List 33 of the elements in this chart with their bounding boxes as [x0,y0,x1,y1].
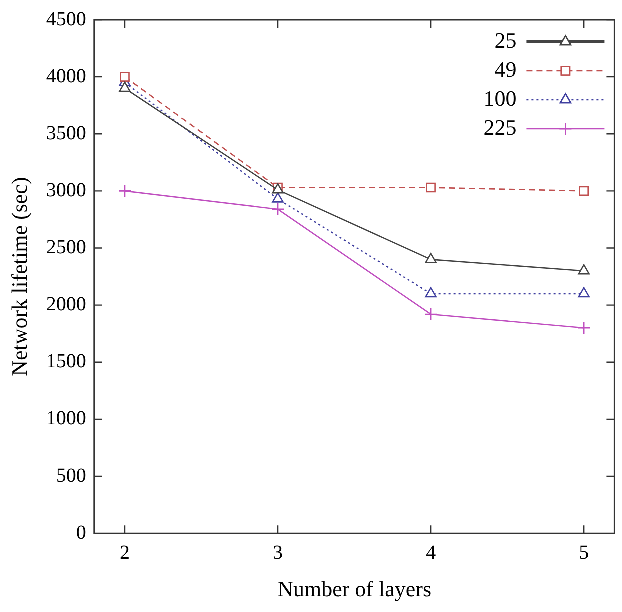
y-tick-label: 4000 [46,65,86,88]
y-axis-title: Network lifetime (sec) [6,177,32,376]
point [425,287,437,298]
point [578,287,590,298]
point [271,202,285,216]
x-tick-label: 4 [426,542,436,564]
y-tick-label: 3500 [46,122,86,144]
x-axis-title: Number of layers [278,576,432,602]
y-tick-label: 500 [56,464,86,487]
legend-label: 25 [494,28,517,53]
point [578,264,590,275]
y-tick-label: 2000 [46,294,86,316]
point [426,182,436,193]
legend-label: 49 [494,56,517,82]
point [425,253,437,264]
point [119,82,131,92]
y-tick-label: 0 [76,522,86,544]
x-tick-label: 3 [273,542,284,564]
y-tick-label: 2500 [46,236,86,259]
x-tick-label: 2 [120,542,130,564]
point [579,186,589,196]
y-tick-label: 1000 [46,408,86,430]
y-tick-label: 4500 [46,8,86,30]
legend-label: 100 [484,86,517,111]
point [118,184,132,198]
point [272,192,284,203]
legend-label: 225 [484,114,517,140]
point [577,322,591,335]
point [120,72,130,82]
x-tick-label: 5 [579,542,590,564]
y-tick-label: 1500 [46,350,86,373]
y-tick-label: 3000 [46,179,86,202]
point [424,308,438,322]
